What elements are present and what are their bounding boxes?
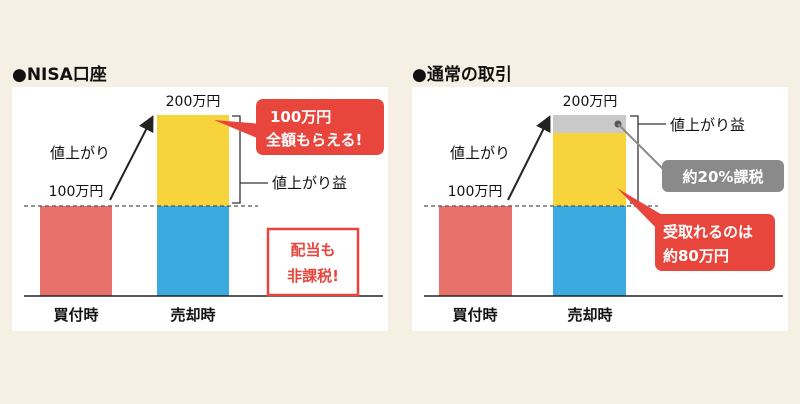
tax-callout-text: 約20%課税 — [683, 168, 764, 186]
receive-line2: 約80万円 — [663, 247, 729, 265]
callout-line2-left: 全額もらえる! — [265, 131, 362, 149]
stamp-line2-left: 非課税! — [287, 267, 339, 285]
right-heading: ●通常の取引 — [412, 64, 512, 85]
gain-arrow-right — [507, 115, 551, 201]
bar-sell-left-base — [157, 206, 229, 296]
gain-label-left: 値上がり — [50, 144, 110, 162]
tick-label-100-right: 100万円 — [448, 184, 503, 200]
stamp-box-left — [266, 227, 360, 297]
bar-buy-right — [439, 206, 512, 296]
tax-callout-box — [662, 160, 784, 192]
bracket-left — [232, 115, 241, 204]
callout-pointer-left — [214, 120, 262, 140]
category-label-sell-right: 売却時 — [567, 306, 612, 324]
left-chart: 200万円 100万円 値上がり 値上がり益 100万円 全額もらえる! 配当も… — [24, 94, 384, 324]
receive-pointer — [617, 188, 664, 232]
bar-buy-left — [40, 206, 112, 296]
tick-label-200-right: 200万円 — [563, 94, 618, 110]
category-label-buy-right: 買付時 — [452, 306, 497, 324]
tick-label-200-left: 200万円 — [166, 94, 221, 110]
receive-callout-box — [655, 214, 775, 271]
gain-portion-label-left: 値上がり益 — [272, 174, 347, 192]
right-chart: 200万円 100万円 値上がり 値上がり益 約20%課税 受取れるのは 約80… — [424, 94, 784, 324]
tax-leader-line — [617, 123, 669, 175]
stamp-line1-left: 配当も — [290, 241, 335, 259]
category-label-sell-left: 売却時 — [170, 306, 215, 324]
gain-label-right: 値上がり — [450, 144, 510, 162]
bar-sell-right-base — [553, 206, 626, 296]
left-heading: ●NISA口座 — [12, 64, 107, 85]
gain-arrow-left — [109, 115, 154, 201]
callout-box-left — [256, 99, 384, 155]
callout-line1-left: 100万円 — [270, 108, 331, 126]
tick-label-100-left: 100万円 — [49, 184, 104, 200]
receive-line1: 受取れるのは — [663, 223, 753, 241]
bar-sell-right-net — [553, 133, 626, 206]
bar-sell-right-tax — [553, 115, 626, 133]
gain-portion-label-right: 値上がり益 — [670, 116, 745, 134]
bar-sell-left-gain — [157, 115, 229, 206]
category-label-buy-left: 買付時 — [53, 306, 98, 324]
